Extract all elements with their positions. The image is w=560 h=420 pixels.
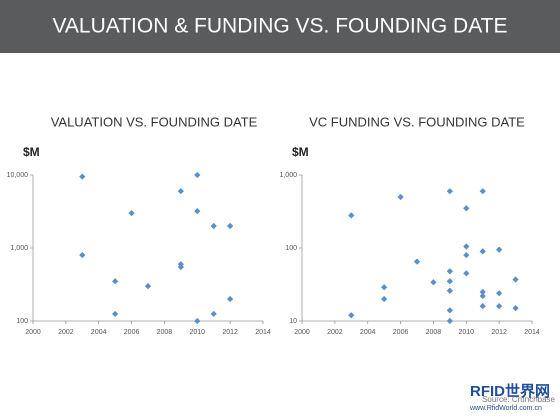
y-tick-label: 10,000 — [7, 172, 29, 179]
x-tick-label: 2004 — [91, 329, 107, 336]
data-point — [348, 312, 355, 319]
x-tick-label: 2004 — [360, 329, 376, 336]
data-point — [446, 317, 453, 325]
data-point — [430, 279, 437, 286]
x-tick-label: 2010 — [189, 329, 205, 336]
data-point — [463, 243, 470, 250]
x-tick-label: 2000 — [25, 329, 41, 336]
source-note: Source: Crunchbase — [482, 395, 555, 404]
data-point — [496, 290, 503, 297]
y-tick-label: 1,000 — [279, 172, 297, 179]
data-point — [210, 222, 217, 230]
x-tick-label: 2012 — [491, 329, 507, 336]
data-point — [446, 278, 453, 285]
x-tick-label: 2010 — [458, 329, 474, 336]
data-point — [381, 295, 388, 303]
data-point — [177, 188, 184, 195]
data-point — [496, 302, 503, 310]
data-point — [512, 276, 519, 283]
data-point — [479, 302, 486, 310]
data-point — [413, 258, 421, 265]
data-point — [227, 222, 234, 230]
data-point — [446, 307, 453, 314]
y-axis-label: $M — [23, 145, 40, 159]
data-point — [512, 305, 519, 312]
data-point — [463, 251, 470, 259]
y-tick-label: 100 — [16, 318, 28, 325]
data-point — [194, 317, 201, 325]
x-tick-label: 2008 — [426, 329, 442, 336]
header-band — [0, 0, 560, 53]
data-point — [446, 287, 453, 294]
x-tick-label: 2006 — [393, 329, 409, 336]
y-axis-label: $M — [292, 145, 309, 159]
x-tick-label: 2014 — [255, 329, 271, 336]
x-tick-label: 2002 — [58, 329, 74, 336]
y-tick-label: 100 — [285, 245, 297, 252]
x-tick-label: 2014 — [524, 329, 540, 336]
x-tick-label: 2000 — [294, 329, 310, 336]
watermark: RFID世界网 — [470, 382, 550, 400]
y-tick-label: 10 — [289, 318, 297, 325]
watermark-url: www.RfidWorld.com.cn — [469, 405, 542, 412]
chart-title: VALUATION VS. FOUNDING DATE — [51, 114, 258, 129]
data-point — [128, 210, 135, 217]
data-point — [463, 270, 470, 277]
chart-title: VC FUNDING VS. FOUNDING DATE — [309, 114, 525, 129]
data-point — [79, 251, 86, 259]
data-point — [479, 292, 486, 300]
x-tick-label: 2012 — [222, 329, 238, 336]
x-tick-label: 2006 — [124, 329, 140, 336]
data-point — [446, 268, 453, 275]
y-tick-label: 1,000 — [10, 245, 28, 252]
slide-title: VALUATION & FUNDING VS. FOUNDING DATE — [52, 15, 507, 38]
data-point — [479, 248, 486, 255]
x-tick-label: 2002 — [327, 329, 343, 336]
x-tick-label: 2008 — [157, 329, 173, 336]
data-point — [479, 288, 486, 296]
data-point — [79, 173, 86, 180]
data-point — [381, 284, 388, 291]
